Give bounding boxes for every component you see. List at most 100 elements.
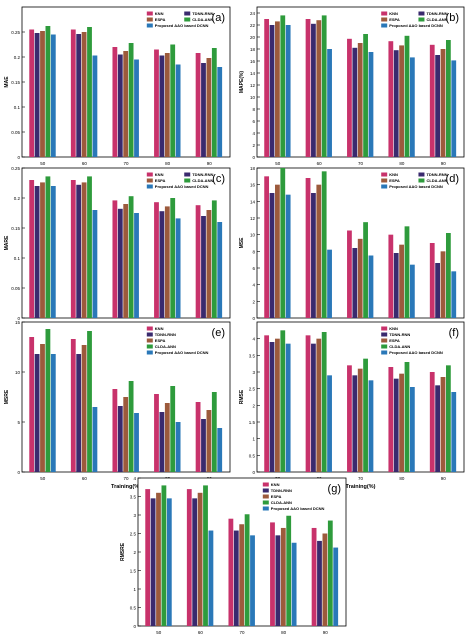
legend-swatch [418, 178, 425, 183]
bar-tdnn-rnn-80 [275, 535, 281, 626]
legend-swatch [381, 332, 388, 337]
legend-entry: KNN [155, 326, 164, 331]
bar-tdnn-rnn-70 [117, 54, 123, 157]
bar-proposed-aao-based-dcnn-60 [327, 49, 332, 157]
x-tick-label: 90 [441, 161, 447, 166]
bar-proposed-aao-based-dcnn-80 [409, 387, 415, 472]
x-axis-label: Training(%) [111, 484, 141, 490]
bar-clda-ann-80 [404, 362, 410, 472]
bar-knn-80 [154, 394, 159, 472]
legend-entry: CLDA-ANN [426, 178, 447, 183]
bar-espa-50 [275, 184, 280, 318]
x-tick-label: 70 [123, 161, 129, 166]
bar-proposed-aao-based-dcnn-70 [368, 380, 374, 472]
bar-proposed-aao-based-dcnn-50 [285, 343, 291, 472]
bar-proposed-aao-based-dcnn-90 [217, 67, 223, 157]
bar-clda-ann-90 [211, 200, 217, 318]
legend-swatch [418, 17, 425, 22]
bar-proposed-aao-based-dcnn-80 [175, 422, 181, 472]
bar-proposed-aao-based-dcnn-60 [92, 407, 98, 472]
x-tick-label: 70 [358, 161, 364, 166]
legend-entry: KNN [271, 482, 280, 487]
bar-espa-50 [156, 492, 161, 626]
bar-proposed-aao-based-dcnn-80 [175, 218, 181, 318]
y-tick-label: 3 [133, 513, 136, 518]
bar-knn-50 [145, 489, 151, 626]
legend-swatch [146, 338, 153, 343]
bar-espa-50 [275, 21, 280, 158]
legend-swatch [418, 11, 425, 16]
y-tick-label: 4 [133, 476, 136, 481]
y-tick-label: 4 [252, 131, 255, 136]
bar-tdnn-rnn-60 [76, 354, 82, 472]
bar-espa-60 [81, 345, 87, 472]
legend-swatch [146, 184, 153, 189]
y-tick-label: 2.5 [130, 532, 137, 537]
y-tick-label: 0 [17, 316, 20, 321]
bar-clda-ann-80 [404, 35, 410, 157]
legend-swatch [146, 332, 153, 337]
legend-entry: CLDA-ANN [155, 344, 176, 349]
bar-tdnn-rnn-80 [393, 253, 399, 318]
bar-clda-ann-90 [211, 48, 217, 157]
legend-entry: ESPA [155, 338, 166, 343]
legend-swatch [184, 11, 191, 16]
bar-knn-90 [195, 402, 201, 472]
x-axis-label: Training(%) [346, 484, 376, 490]
bar-proposed-aao-based-dcnn-90 [451, 392, 457, 472]
y-tick-label: 3.5 [249, 353, 256, 358]
bar-espa-80 [164, 53, 170, 157]
bar-tdnn-rnn-70 [117, 208, 123, 318]
bar-proposed-aao-based-dcnn-70 [250, 535, 255, 626]
bar-espa-90 [440, 251, 446, 318]
bar-tdnn-rnn-80 [159, 55, 165, 157]
legend-entry: Proposed AAO based DCNN [389, 350, 443, 355]
bar-clda-ann-60 [321, 15, 327, 158]
legend-swatch [184, 178, 191, 183]
bar-clda-ann-50 [45, 176, 51, 318]
bar-tdnn-rnn-90 [201, 419, 206, 472]
y-tick-label: 2 [252, 143, 255, 148]
y-tick-label: 1.5 [249, 420, 256, 425]
legend-swatch [146, 172, 153, 177]
bar-tdnn-rnn-50 [34, 33, 40, 157]
bar-proposed-aao-based-dcnn-60 [92, 55, 98, 157]
legend-entry: Proposed AAO based DCNN [155, 23, 209, 28]
bar-clda-ann-80 [404, 226, 410, 318]
y-tick-label: 14 [250, 71, 256, 76]
bar-proposed-aao-based-dcnn-70 [134, 213, 139, 318]
legend-entry: TDNN-RNN [426, 172, 447, 177]
bar-knn-90 [195, 53, 201, 157]
bar-proposed-aao-based-dcnn-50 [285, 194, 291, 318]
bar-espa-70 [357, 43, 363, 157]
y-tick-label: 0.1 [14, 105, 21, 110]
bar-knn-80 [270, 522, 275, 626]
bar-clda-ann-70 [128, 381, 134, 472]
y-axis-label: RMSRE [120, 542, 126, 561]
bar-clda-ann-90 [445, 40, 451, 157]
legend-swatch [146, 326, 153, 331]
y-tick-label: 0 [17, 155, 20, 160]
bar-espa-80 [399, 45, 404, 157]
bar-knn-70 [347, 230, 352, 318]
y-tick-label: 4 [252, 337, 255, 342]
bar-espa-60 [81, 182, 87, 318]
legend-entry: ESPA [155, 17, 166, 22]
bar-proposed-aao-based-dcnn-90 [451, 60, 457, 157]
x-tick-label: 80 [399, 161, 405, 166]
y-axis-label: MSE [239, 237, 245, 249]
bar-knn-50 [264, 335, 270, 472]
bar-tdnn-rnn-80 [159, 211, 165, 318]
bar-knn-90 [195, 205, 201, 318]
bar-knn-50 [264, 176, 270, 318]
bar-clda-ann-60 [203, 485, 208, 626]
legend-swatch [381, 17, 388, 22]
bar-tdnn-rnn-70 [352, 248, 358, 318]
legend-entry: ESPA [389, 17, 400, 22]
bar-knn-50 [29, 337, 35, 472]
y-tick-label: 18 [250, 47, 256, 52]
legend-entry: ESPA [389, 338, 400, 343]
bar-knn-50 [29, 180, 35, 318]
